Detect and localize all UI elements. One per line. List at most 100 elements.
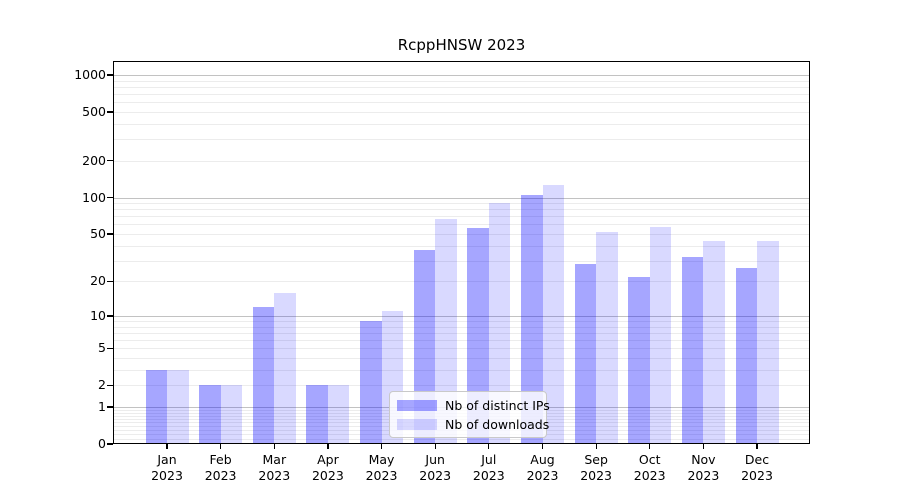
x-tick: [220, 444, 222, 449]
y-tick: [107, 384, 113, 386]
bar-sep-distinct-ips: [574, 264, 597, 444]
gridline-minor: [113, 340, 810, 342]
x-tick: [595, 444, 597, 449]
legend-swatch-distinct-ips: [397, 399, 437, 411]
x-tick-month: Oct: [638, 452, 661, 467]
bar-nov-downloads: [703, 240, 725, 444]
y-tick: [107, 280, 113, 283]
y-tick-label: 1000: [74, 66, 106, 82]
x-tick: [434, 444, 436, 449]
gridline-minor: [113, 234, 810, 235]
x-tick-label: Mar 2023: [246, 452, 302, 484]
legend-swatch-downloads: [397, 418, 437, 430]
gridline-minor: [113, 385, 810, 387]
x-tick: [702, 444, 705, 449]
gridline-minor: [113, 438, 810, 440]
bar-mar-downloads: [274, 292, 296, 444]
legend-item-downloads: Nb of downloads: [397, 417, 549, 432]
x-tick-month: Apr: [317, 452, 339, 467]
y-tick: [107, 406, 113, 408]
y-tick: [107, 196, 113, 199]
x-tick-year: 2023: [687, 468, 720, 483]
x-tick-month: Jul: [481, 452, 497, 467]
x-tick-year: 2023: [526, 468, 559, 483]
x-tick: [488, 444, 490, 449]
x-tick-year: 2023: [741, 468, 773, 483]
x-tick-label: Jun 2023: [407, 452, 463, 484]
bar-dec-downloads: [757, 240, 779, 444]
bar-oct-distinct-ips: [628, 276, 650, 444]
gridline-minor: [113, 111, 810, 113]
x-tick-label: Apr 2023: [300, 452, 356, 484]
y-tick-label: 1: [98, 399, 106, 414]
gridline-major: [113, 315, 810, 317]
x-tick-label: Sep 2023: [568, 452, 624, 484]
bar-oct-downloads: [649, 227, 672, 444]
x-tick: [380, 444, 383, 449]
y-tick: [107, 74, 113, 76]
x-tick: [756, 444, 758, 449]
y-tick: [107, 111, 113, 113]
bar-jan-downloads: [167, 369, 189, 444]
gridline-minor: [113, 224, 810, 226]
x-tick-month: Dec: [744, 452, 770, 467]
x-tick-month: Nov: [691, 452, 716, 467]
y-tick-label: 10: [90, 307, 106, 323]
y-tick-label: 200: [82, 152, 106, 168]
legend: Nb of distinct IPs Nb of downloads: [389, 391, 550, 438]
x-tick-year: 2023: [419, 468, 452, 483]
gridline-minor: [113, 348, 810, 350]
bar-dec-distinct-ips: [735, 267, 757, 444]
legend-label-downloads: Nb of downloads: [445, 416, 550, 432]
x-tick-label: Nov 2023: [675, 452, 731, 484]
gridline-minor: [113, 281, 810, 283]
x-tick-label: May 2023: [354, 452, 410, 484]
y-tick: [107, 347, 113, 349]
x-tick-month: May: [368, 452, 395, 467]
gridline-minor: [113, 260, 810, 262]
gridline-minor: [113, 358, 810, 359]
bar-aug-distinct-ips: [521, 194, 543, 444]
gridline-minor: [113, 209, 810, 211]
bar-may-distinct-ips: [360, 321, 382, 444]
gridline-minor: [113, 94, 810, 95]
gridline-minor: [113, 139, 810, 141]
x-tick-year: 2023: [204, 468, 237, 483]
x-tick-month: Sep: [584, 452, 608, 467]
x-tick-year: 2023: [258, 468, 291, 483]
x-tick: [166, 444, 168, 449]
x-tick-label: Aug 2023: [515, 452, 571, 484]
bar-sep-downloads: [596, 231, 618, 444]
chart-title: RcppHNSW 2023: [397, 36, 526, 54]
gridline-minor: [113, 326, 810, 328]
y-tick: [107, 443, 113, 445]
x-tick-month: Mar: [262, 452, 287, 467]
y-tick-label: 500: [82, 103, 106, 119]
bar-nov-distinct-ips: [681, 257, 704, 444]
x-tick-year: 2023: [365, 468, 398, 483]
gridline-minor: [113, 102, 810, 104]
x-tick: [273, 444, 275, 449]
x-tick-month: Feb: [209, 452, 232, 467]
bar-jul-distinct-ips: [467, 228, 489, 444]
x-tick-year: 2023: [311, 468, 344, 483]
x-tick-label: Oct 2023: [622, 452, 678, 484]
bar-jul-downloads: [488, 202, 511, 444]
gridline-minor: [113, 369, 810, 371]
y-tick-label: 20: [90, 273, 106, 289]
gridline-minor: [113, 245, 810, 247]
y-tick-label: 5: [98, 340, 106, 356]
bar-apr-distinct-ips: [306, 385, 328, 444]
y-tick-label: 50: [90, 226, 106, 241]
x-tick-label: Dec 2023: [729, 452, 785, 484]
gridline-minor: [113, 332, 810, 334]
gridline-minor: [113, 86, 810, 88]
legend-label-distinct-ips: Nb of distinct IPs: [445, 397, 550, 413]
y-tick: [107, 233, 113, 235]
gridline-minor: [113, 321, 810, 322]
bar-apr-downloads: [327, 385, 350, 444]
x-tick-year: 2023: [151, 468, 183, 483]
bar-feb-downloads: [220, 385, 243, 444]
bar-feb-distinct-ips: [199, 385, 221, 444]
